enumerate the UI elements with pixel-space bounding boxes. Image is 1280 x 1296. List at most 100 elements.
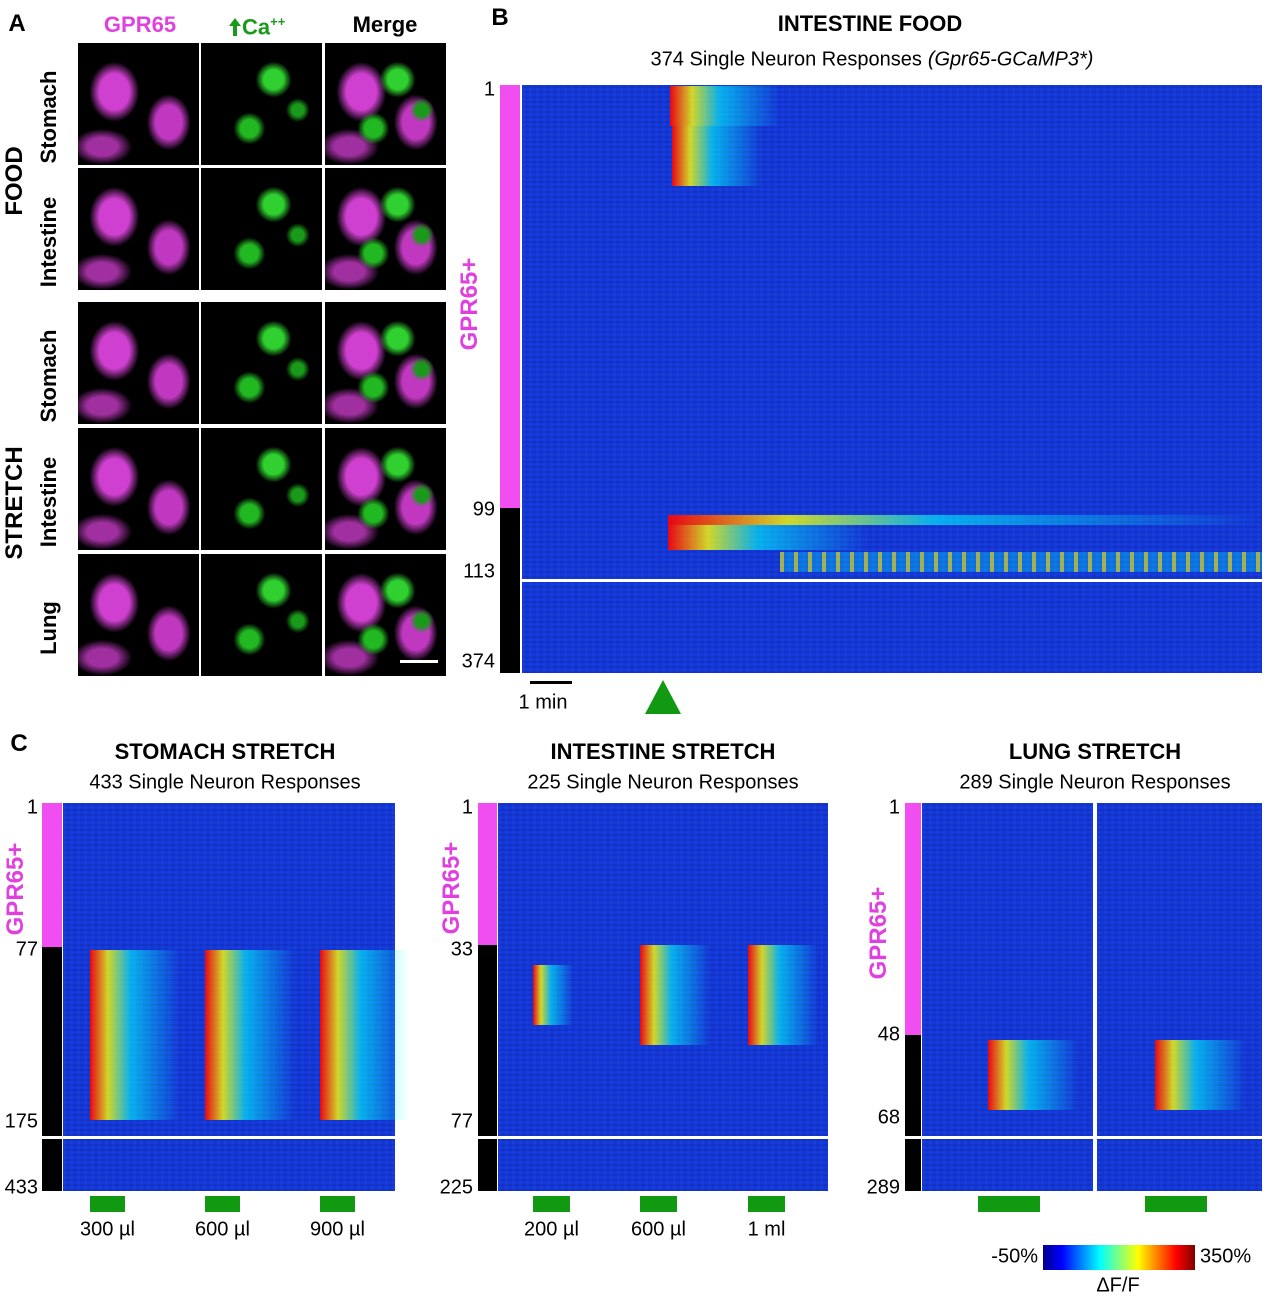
micrograph — [78, 428, 199, 550]
row-label: Stomach — [36, 329, 61, 423]
stimulus-bar — [978, 1196, 1040, 1212]
heatmap-title: INTESTINE FOOD — [777, 11, 963, 36]
row-label: Lung — [36, 601, 61, 655]
stimulus-label: 1 ml — [747, 1218, 786, 1241]
stimulus-bar — [205, 1196, 240, 1212]
divider — [498, 1136, 828, 1139]
scale-bar — [530, 681, 572, 684]
micrograph — [201, 302, 322, 424]
text: (Gpr65-GCaMP3*) — [927, 48, 1094, 71]
row-tick-label: 68 — [877, 1106, 900, 1129]
row-tick-label: 48 — [877, 1023, 900, 1046]
stimulus-bar — [533, 1196, 570, 1212]
colorbar-label: ΔF/F — [1096, 1274, 1140, 1296]
stimulus-label: 300 µl — [80, 1218, 135, 1241]
column-header: Merge — [352, 12, 418, 37]
micrograph — [325, 43, 446, 165]
arrow-icon — [228, 17, 242, 37]
row-label: Intestine — [36, 196, 61, 288]
micrograph — [78, 554, 199, 676]
heatmap-title: LUNG STRETCH — [1008, 739, 1182, 764]
response — [668, 525, 868, 550]
group-label: STRETCH — [1, 446, 28, 560]
stimulus-bar — [640, 1196, 677, 1212]
row-tick-label: 175 — [4, 1110, 38, 1133]
response — [1155, 1040, 1245, 1110]
side-label: GPR65+ — [865, 886, 892, 980]
side-label: GPR65+ — [438, 841, 465, 935]
response — [780, 552, 1262, 572]
group-bar — [500, 85, 520, 508]
response — [320, 950, 410, 1120]
stimulus-bar — [320, 1196, 355, 1212]
heatmap-subtitle: 374 Single Neuron Responses (Gpr65-GCaMP3… — [651, 49, 1094, 72]
response — [672, 126, 762, 186]
stimulus-marker — [645, 680, 681, 714]
row-tick-label: 1 — [888, 796, 900, 819]
heatmap-title: INTESTINE STRETCH — [550, 739, 776, 764]
divider — [1093, 803, 1097, 1191]
stimulus-label: 200 µl — [524, 1218, 579, 1241]
superscript: ++ — [270, 14, 286, 29]
micrograph — [78, 43, 199, 165]
micrograph — [325, 168, 446, 290]
micrograph — [201, 43, 322, 165]
group-bar — [478, 945, 497, 1191]
stimulus-bar — [1145, 1196, 1207, 1212]
response — [205, 950, 295, 1120]
response — [533, 965, 573, 1025]
side-label: GPR65+ — [456, 257, 483, 351]
row-tick-label: 77 — [450, 1110, 473, 1133]
divider — [478, 1136, 498, 1139]
colorbar-max: 350% — [1200, 1245, 1252, 1268]
divider — [63, 1136, 395, 1139]
divider — [905, 1136, 922, 1139]
micrograph — [78, 302, 199, 424]
divider — [42, 1136, 63, 1139]
divider — [522, 579, 1262, 582]
panel-label: A — [8, 10, 26, 37]
text: Ca — [242, 14, 271, 40]
micrograph — [325, 428, 446, 550]
row-tick-label: 433 — [4, 1176, 38, 1199]
heatmap — [522, 85, 1262, 673]
arrow — [229, 18, 241, 37]
response — [90, 950, 180, 1120]
side-label: GPR65+ — [2, 842, 29, 936]
row-label: Intestine — [36, 456, 61, 548]
micrograph — [78, 168, 199, 290]
row-tick-label: 374 — [461, 650, 495, 673]
group-bar — [905, 803, 921, 1035]
response — [670, 86, 780, 126]
row-tick-label: 1 — [461, 796, 473, 819]
row-tick-label: 289 — [866, 1176, 900, 1199]
row-tick-label: 33 — [450, 938, 473, 961]
row-tick-label: 1 — [26, 796, 38, 819]
heatmap-title: STOMACH STRETCH — [114, 739, 336, 764]
heatmap-subtitle: 225 Single Neuron Responses — [527, 771, 799, 794]
micrograph — [201, 428, 322, 550]
group-bar — [500, 508, 520, 673]
row-tick-label: 99 — [472, 498, 495, 521]
micrograph — [201, 554, 322, 676]
heatmap-subtitle: 289 Single Neuron Responses — [959, 771, 1231, 794]
stimulus-bar — [748, 1196, 785, 1212]
triangle — [645, 680, 681, 714]
colorbar — [1043, 1245, 1195, 1270]
scale-bar — [400, 660, 438, 663]
group-label: FOOD — [1, 146, 28, 216]
row-label: Stomach — [36, 70, 61, 164]
response — [748, 945, 818, 1045]
response — [988, 1040, 1078, 1110]
row-tick-label: 1 — [483, 78, 495, 101]
response — [640, 945, 710, 1045]
row-tick-label: 225 — [439, 1176, 473, 1199]
group-bar — [42, 803, 62, 947]
column-header: GPR65 — [103, 12, 177, 37]
colorbar-min: -50% — [991, 1245, 1038, 1268]
group-bar — [905, 1035, 921, 1191]
response — [668, 515, 1262, 525]
stimulus-label: 600 µl — [195, 1218, 250, 1241]
group-bar — [42, 947, 62, 1191]
panel-label: C — [10, 730, 28, 757]
